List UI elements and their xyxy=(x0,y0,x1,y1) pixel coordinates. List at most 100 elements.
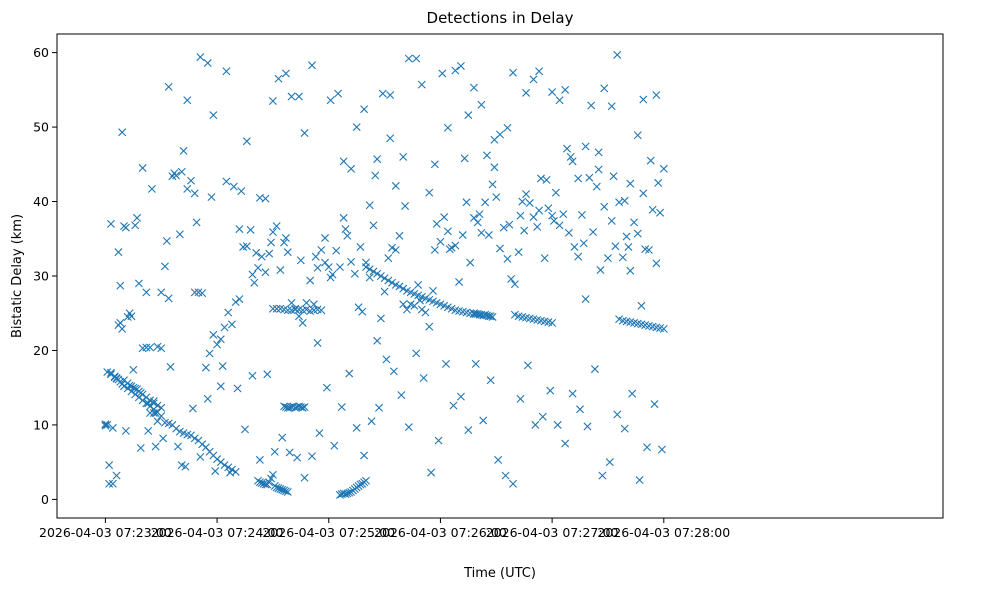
data-point xyxy=(613,50,622,59)
data-point xyxy=(300,129,309,138)
data-point xyxy=(618,253,627,262)
data-point xyxy=(281,69,290,78)
data-point xyxy=(503,254,512,263)
data-point xyxy=(518,197,527,206)
data-point xyxy=(356,242,365,251)
data-point xyxy=(118,324,127,333)
data-point xyxy=(121,426,130,435)
data-point xyxy=(246,225,255,234)
data-point xyxy=(311,252,320,261)
data-point xyxy=(596,266,605,275)
data-point xyxy=(345,488,354,497)
data-point xyxy=(237,187,246,196)
data-point xyxy=(270,447,279,456)
data-point xyxy=(499,223,508,232)
data-point xyxy=(395,282,404,291)
data-point xyxy=(345,369,354,378)
data-point xyxy=(173,442,182,451)
data-point xyxy=(321,234,330,243)
data-point xyxy=(414,280,423,289)
data-point xyxy=(386,91,395,100)
data-point xyxy=(209,330,218,339)
data-point xyxy=(255,193,264,202)
data-point xyxy=(626,266,635,275)
data-point xyxy=(315,429,324,438)
data-point xyxy=(112,471,121,480)
data-point xyxy=(339,213,348,222)
data-point xyxy=(103,420,112,429)
data-point xyxy=(507,274,516,283)
data-point xyxy=(162,237,171,245)
data-point xyxy=(564,228,573,237)
data-point xyxy=(116,318,125,327)
data-point xyxy=(475,210,484,219)
data-point xyxy=(177,461,186,470)
data-point xyxy=(568,389,577,398)
data-point xyxy=(108,423,117,432)
data-point xyxy=(268,97,277,106)
data-point xyxy=(343,231,352,240)
data-point xyxy=(207,193,216,202)
data-point xyxy=(529,75,538,84)
data-point xyxy=(652,259,661,268)
data-point xyxy=(624,242,633,251)
data-point xyxy=(160,262,169,271)
data-point xyxy=(440,213,449,222)
data-point xyxy=(224,463,233,472)
data-point xyxy=(388,278,397,287)
data-point xyxy=(361,476,370,485)
data-point xyxy=(268,228,277,237)
data-point xyxy=(388,243,397,252)
data-point xyxy=(242,137,251,146)
data-point xyxy=(561,439,570,448)
data-point xyxy=(540,254,549,263)
data-point xyxy=(626,179,635,188)
data-point xyxy=(164,82,173,91)
data-point xyxy=(570,242,579,251)
data-point xyxy=(522,190,531,199)
data-point xyxy=(101,420,110,429)
data-point xyxy=(131,221,140,230)
data-point xyxy=(254,263,263,272)
data-point xyxy=(549,216,558,225)
data-point xyxy=(326,96,335,105)
data-point xyxy=(546,386,555,395)
data-point xyxy=(464,111,473,120)
data-point xyxy=(157,411,166,420)
data-point xyxy=(227,320,236,329)
data-point xyxy=(630,218,639,227)
data-point xyxy=(265,249,274,258)
data-point xyxy=(659,324,668,333)
data-point xyxy=(183,96,192,105)
data-point xyxy=(425,322,434,331)
data-point xyxy=(287,298,296,307)
data-point xyxy=(490,163,499,172)
data-point xyxy=(456,392,465,401)
data-point xyxy=(514,248,523,257)
data-point xyxy=(110,372,119,381)
data-point xyxy=(590,365,599,374)
data-point xyxy=(192,218,201,227)
data-point xyxy=(272,222,281,231)
data-point xyxy=(373,155,382,164)
data-point xyxy=(432,219,441,228)
data-point xyxy=(360,451,369,460)
data-point xyxy=(644,245,653,254)
data-point xyxy=(350,269,359,278)
data-point xyxy=(294,312,303,321)
data-point xyxy=(538,412,547,421)
data-point xyxy=(492,193,501,202)
data-point xyxy=(594,148,603,157)
data-point xyxy=(229,182,238,191)
data-point xyxy=(222,67,231,76)
data-point xyxy=(583,422,592,431)
data-point xyxy=(436,237,445,246)
data-point xyxy=(482,151,491,160)
data-point xyxy=(308,452,316,461)
data-point xyxy=(481,198,490,207)
data-point xyxy=(235,295,244,304)
y-tick-label: 0 xyxy=(41,492,49,507)
data-point xyxy=(105,461,114,470)
data-point xyxy=(391,245,400,254)
data-point xyxy=(559,210,568,219)
